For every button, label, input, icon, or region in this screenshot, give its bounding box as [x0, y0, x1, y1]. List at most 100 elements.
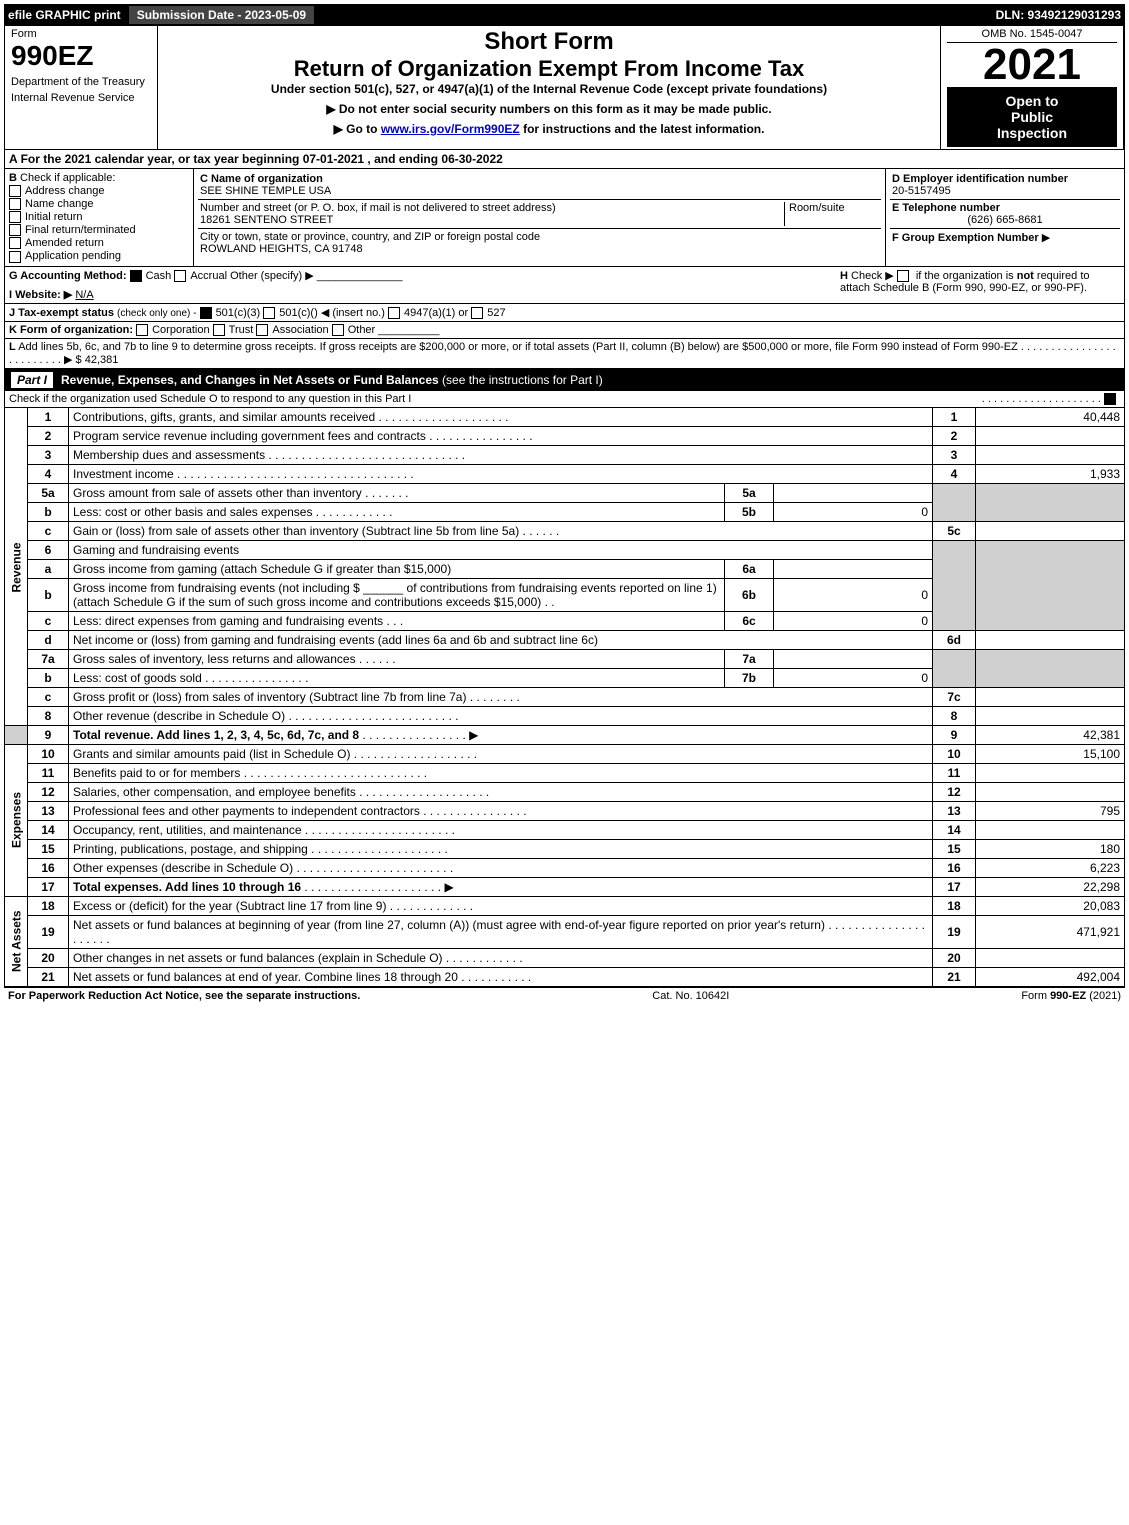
city-state-zip: ROWLAND HEIGHTS, CA 91748 — [200, 243, 879, 255]
checkbox-application-pending[interactable] — [9, 251, 21, 263]
c-addr-label: Number and street (or P. O. box, if mail… — [200, 202, 784, 214]
line-num: c — [28, 687, 69, 706]
sub-val — [774, 559, 933, 578]
col-num: 14 — [933, 820, 976, 839]
line-num: 12 — [28, 782, 69, 801]
checkbox-initial-return[interactable] — [9, 211, 21, 223]
open-line3: Inspection — [949, 125, 1115, 141]
checkbox-4947[interactable] — [388, 307, 400, 319]
part-hint: (see the instructions for Part I) — [442, 373, 603, 387]
checkbox-h[interactable] — [897, 270, 909, 282]
line-desc: Occupancy, rent, utilities, and maintena… — [73, 823, 302, 837]
b-check-label: Check if applicable: — [20, 172, 115, 184]
line-desc: Gaming and fundraising events — [73, 543, 239, 557]
irs-link[interactable]: www.irs.gov/Form990EZ — [381, 122, 520, 136]
checkbox-address-change[interactable] — [9, 185, 21, 197]
line-desc: Professional fees and other payments to … — [73, 804, 420, 818]
g-other: Other (specify) — [230, 270, 302, 282]
col-val — [976, 948, 1125, 967]
checkbox-501c[interactable] — [263, 307, 275, 319]
e-phone-label: E Telephone number — [892, 202, 1118, 214]
sub-val: 0 — [774, 668, 933, 687]
line-num: 17 — [28, 877, 69, 896]
col-val — [976, 521, 1125, 540]
line-desc: Gross sales of inventory, less returns a… — [73, 652, 356, 666]
footer-right-prefix: Form — [1021, 990, 1050, 1002]
line-num: 3 — [28, 445, 69, 464]
line-desc: Gross amount from sale of assets other t… — [73, 486, 362, 500]
sub-val — [774, 649, 933, 668]
b-item: Name change — [25, 198, 94, 210]
grey-cell — [976, 649, 1125, 687]
line-num: 5a — [28, 483, 69, 502]
arrow-icon: ▶ — [334, 122, 343, 136]
form-header: Form 990EZ Department of the Treasury In… — [4, 26, 1125, 150]
g-cash: Cash — [146, 270, 172, 282]
sub-val: 0 — [774, 578, 933, 611]
table-row: Expenses 10 Grants and similar amounts p… — [5, 744, 1125, 763]
sub-col: 5b — [725, 502, 774, 521]
table-row: 20 Other changes in net assets or fund b… — [5, 948, 1125, 967]
checkbox-accrual[interactable] — [174, 270, 186, 282]
k-label: K Form of organization: — [9, 324, 133, 336]
line-num: 6 — [28, 540, 69, 559]
line-num: b — [28, 578, 69, 611]
c-name-label: C Name of organization — [200, 173, 879, 185]
sub-col: 6a — [725, 559, 774, 578]
j-label: J Tax-exempt status — [9, 307, 114, 319]
line-desc: Grants and similar amounts paid (list in… — [73, 747, 350, 761]
checkbox-schedule-o[interactable] — [1104, 393, 1116, 405]
open-line2: Public — [949, 109, 1115, 125]
checkbox-527[interactable] — [471, 307, 483, 319]
checkbox-amended-return[interactable] — [9, 237, 21, 249]
table-row: 19 Net assets or fund balances at beginn… — [5, 915, 1125, 948]
sub-col: 6c — [725, 611, 774, 630]
h-text1: Check ▶ — [851, 270, 894, 282]
checkbox-final-return[interactable] — [9, 224, 21, 236]
j-opt3: 4947(a)(1) or — [404, 307, 468, 319]
checkbox-assoc[interactable] — [256, 324, 268, 336]
col-val: 42,381 — [976, 725, 1125, 744]
checkbox-corp[interactable] — [136, 324, 148, 336]
table-row: 8 Other revenue (describe in Schedule O)… — [5, 706, 1125, 725]
col-num: 12 — [933, 782, 976, 801]
c-column: C Name of organization SEE SHINE TEMPLE … — [194, 169, 886, 266]
checkbox-501c3[interactable] — [200, 307, 212, 319]
col-val — [976, 782, 1125, 801]
d-column: D Employer identification number 20-5157… — [886, 169, 1124, 266]
line-desc-part1: Gross income from fundraising events (no… — [73, 581, 360, 595]
line-num: 15 — [28, 839, 69, 858]
goto-prefix: Go to — [346, 122, 381, 136]
col-val: 492,004 — [976, 967, 1125, 986]
sub-val: 0 — [774, 502, 933, 521]
col-num: 21 — [933, 967, 976, 986]
section-bcdef: B Check if applicable: Address change Na… — [4, 169, 1125, 267]
line-desc: Total revenue. Add lines 1, 2, 3, 4, 5c,… — [73, 728, 359, 742]
table-row: Revenue 1 Contributions, gifts, grants, … — [5, 408, 1125, 427]
line-num: 4 — [28, 464, 69, 483]
col-val: 20,083 — [976, 896, 1125, 915]
grey-cell — [933, 483, 976, 521]
checkbox-other-org[interactable] — [332, 324, 344, 336]
checkbox-cash[interactable] — [130, 270, 142, 282]
line-desc: Less: cost or other basis and sales expe… — [73, 505, 312, 519]
checkbox-name-change[interactable] — [9, 198, 21, 210]
col-val — [976, 445, 1125, 464]
table-row: 3 Membership dues and assessments . . . … — [5, 445, 1125, 464]
line-num: 16 — [28, 858, 69, 877]
g-accounting: G Accounting Method: Cash Accrual Other … — [9, 269, 840, 301]
form-title-column: Short Form Return of Organization Exempt… — [158, 26, 941, 149]
line-num: 14 — [28, 820, 69, 839]
a-label: A — [9, 152, 17, 166]
l-value: 42,381 — [85, 354, 119, 366]
col-num: 20 — [933, 948, 976, 967]
col-num: 7c — [933, 687, 976, 706]
arrow-icon: ▶ $ — [64, 354, 82, 366]
checkbox-trust[interactable] — [213, 324, 225, 336]
line-num: 11 — [28, 763, 69, 782]
footer-mid: Cat. No. 10642I — [652, 990, 729, 1002]
row-gh: G Accounting Method: Cash Accrual Other … — [4, 267, 1125, 304]
line-num: 8 — [28, 706, 69, 725]
col-num: 8 — [933, 706, 976, 725]
line-desc: Less: cost of goods sold — [73, 671, 202, 685]
